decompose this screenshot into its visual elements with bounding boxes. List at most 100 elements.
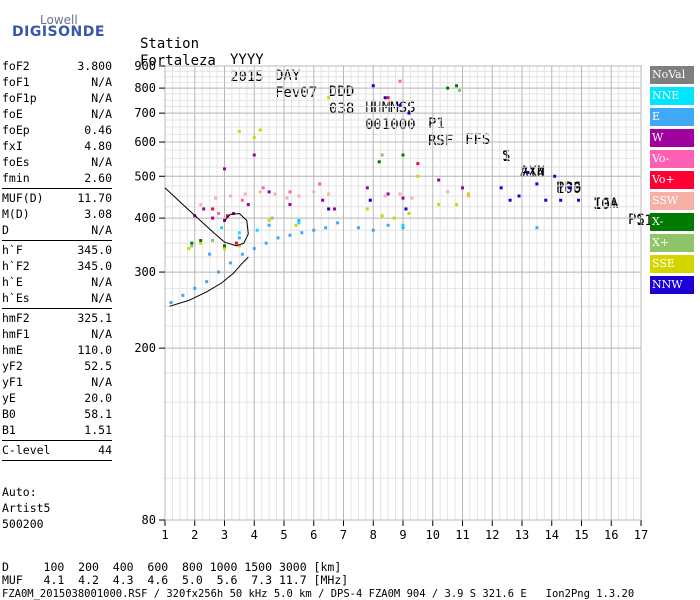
data-point [205, 280, 209, 284]
data-point [416, 174, 420, 178]
param-row: yF1 N/A [2, 374, 112, 390]
param-row: foF1p N/A [2, 90, 112, 106]
param-name: yF1 [2, 375, 23, 389]
data-point [386, 223, 390, 227]
param-row: foEs N/A [2, 154, 112, 170]
param-name: h`Es [2, 291, 30, 305]
param-row: MUF(D) 11.70 [2, 190, 112, 206]
data-point [327, 207, 331, 211]
data-point [410, 196, 414, 200]
data-point [437, 178, 441, 182]
data-point [223, 247, 226, 251]
data-point [252, 135, 256, 139]
param-name: C-level [2, 443, 51, 457]
data-point [199, 241, 203, 245]
param-row: foEp 0.46 [2, 122, 112, 138]
data-point [294, 223, 298, 227]
header-label-s: S [502, 148, 511, 164]
param-name: foF1 [2, 75, 30, 89]
param-row: foF1 N/A [2, 74, 112, 90]
legend-item: X- [650, 213, 694, 231]
x-tick-label: 7 [340, 528, 347, 542]
data-point [199, 203, 203, 207]
data-point [297, 218, 301, 222]
param-value: 58.1 [84, 407, 112, 421]
param-separator [2, 308, 112, 309]
data-point [466, 194, 470, 198]
data-point [383, 194, 387, 198]
y-tick-label: 900 [134, 59, 156, 73]
data-point [407, 111, 411, 115]
y-tick-label: 300 [134, 265, 156, 279]
data-point [217, 270, 221, 274]
param-separator [2, 188, 112, 189]
data-point [455, 203, 459, 207]
data-point [356, 226, 360, 230]
param-value: 52.5 [84, 359, 112, 373]
param-row: M(D) 3.08 [2, 206, 112, 222]
data-point [300, 231, 304, 235]
data-point [297, 194, 301, 198]
legend-item: Vo- [650, 150, 694, 168]
header-value-iga: 10+ [593, 197, 619, 213]
data-point [211, 216, 215, 220]
param-row: h`E N/A [2, 274, 112, 290]
x-tick-label: 4 [251, 528, 258, 542]
y-tick-label: 80 [142, 513, 156, 527]
data-point [208, 252, 212, 256]
param-name: yF2 [2, 359, 23, 373]
fitted-trace [169, 256, 249, 307]
data-point [237, 231, 241, 235]
logo-product: DIGISONDE [12, 24, 105, 40]
data-point [223, 244, 226, 248]
data-point [190, 244, 194, 248]
data-point [288, 190, 292, 194]
data-point [386, 96, 390, 100]
header-label-yyyy: YYYY [230, 52, 264, 68]
x-tick-label: 6 [310, 528, 317, 542]
param-row: foE N/A [2, 106, 112, 122]
param-value: N/A [91, 223, 112, 237]
param-row: D N/A [2, 222, 112, 238]
legend-item: SSE [650, 255, 694, 273]
data-point [214, 196, 218, 200]
data-point [446, 190, 450, 194]
data-point [398, 79, 402, 83]
param-value: 20.0 [84, 391, 112, 405]
legend-item: SSW [650, 192, 694, 210]
data-point [404, 207, 408, 211]
data-point [416, 162, 420, 166]
x-tick-label: 10 [426, 528, 440, 542]
param-separator [2, 440, 112, 441]
data-point [267, 218, 271, 222]
data-point [267, 223, 271, 227]
data-point [225, 214, 229, 218]
param-name: foEp [2, 123, 30, 137]
logo-brand: Lowell [40, 13, 78, 27]
data-point [559, 198, 563, 202]
data-point [544, 198, 548, 202]
header-value-axn: 714 [520, 165, 546, 181]
data-point [455, 84, 459, 88]
parameter-panel: foF2 3.800 foF1 N/A foF1p N/A foE N/A foEp 0.46 fx… [2, 58, 112, 462]
param-row: hmE 110.0 [2, 342, 112, 358]
fitted-trace [164, 187, 249, 247]
param-row: fmin 2.60 [2, 170, 112, 186]
param-row: fxI 4.80 [2, 138, 112, 154]
data-point [380, 214, 384, 218]
data-point [312, 228, 316, 232]
param-row: hmF2 325.1 [2, 310, 112, 326]
x-tick-label: 2 [191, 528, 198, 542]
param-row: C-level 44 [2, 442, 112, 458]
data-point [517, 194, 521, 198]
muf-row: MUF 4.1 4.2 4.3 4.6 5.0 5.6 7.3 11.7 [MH… [2, 573, 349, 587]
y-tick-label: 500 [134, 169, 156, 183]
x-tick-label: 13 [515, 528, 529, 542]
y-tick-label: 400 [134, 211, 156, 225]
legend-item: NNW [650, 276, 694, 294]
x-tick-label: 5 [280, 528, 287, 542]
data-point [535, 226, 539, 230]
data-point [169, 301, 173, 305]
param-name: MUF(D) [2, 191, 44, 205]
y-tick-label: 600 [134, 135, 156, 149]
